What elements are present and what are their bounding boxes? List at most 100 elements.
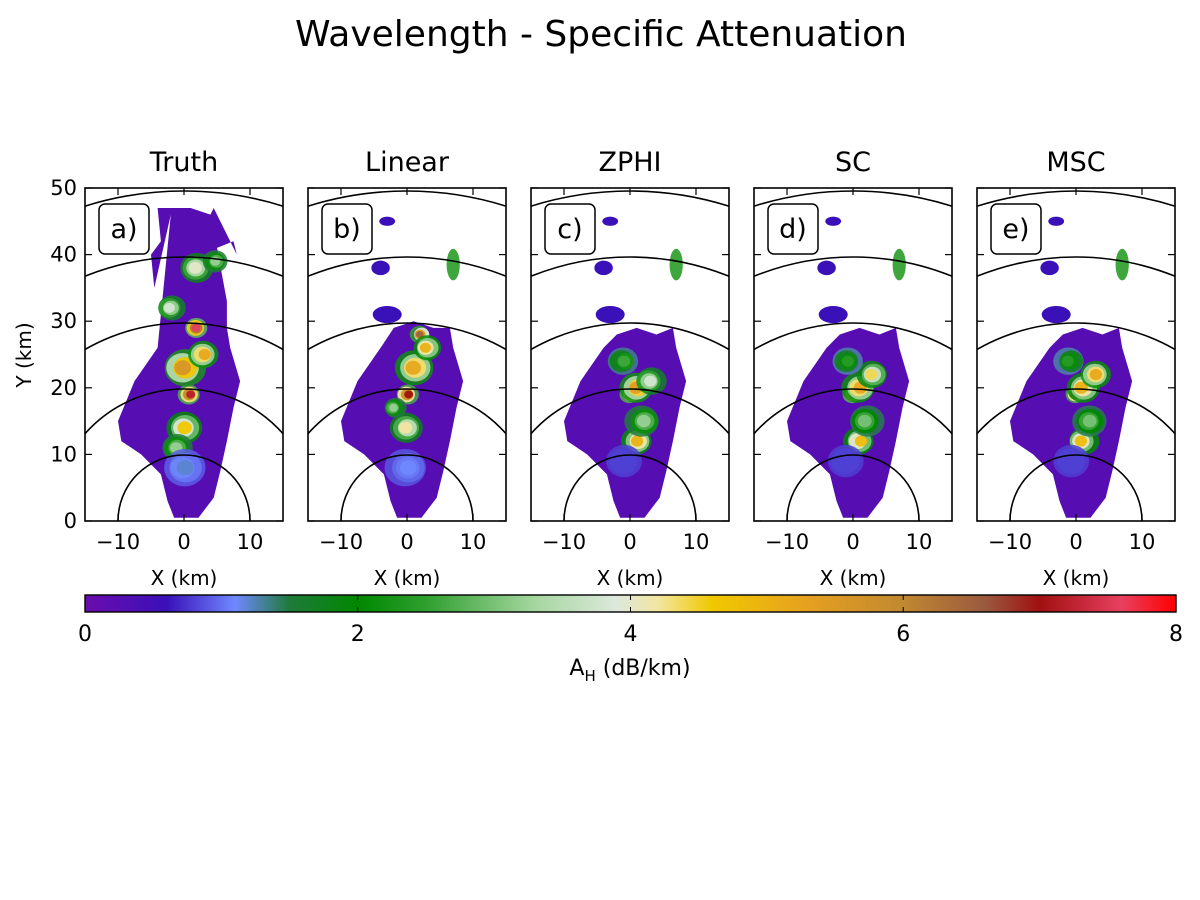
- outlying-echo-b-2: [446, 248, 460, 281]
- outlying-echo-b-1: [371, 260, 390, 276]
- panel-tag-b: b): [333, 214, 361, 245]
- outlying-echo-c-1: [594, 260, 613, 276]
- colorbar-tick-label-4: 8: [1169, 622, 1183, 647]
- range-ring-d-40: [754, 256, 952, 278]
- intensity-core-c-3-3: [644, 375, 657, 387]
- intensity-core-e-1-3: [1074, 381, 1088, 394]
- panel-a: −10 0 10 0 10 20 30 40 50 Truth a) X (km): [50, 147, 284, 590]
- panel-title-d: SC: [835, 147, 871, 178]
- intensity-core-c-5-3: [617, 355, 631, 367]
- intensity-core-a-1-3: [186, 390, 196, 399]
- intensity-core-d-2-3: [854, 435, 868, 447]
- x-axis-label-d: X (km): [820, 566, 887, 590]
- outlying-echo-b-3: [372, 305, 402, 324]
- intensity-core-e-3-3: [1089, 369, 1102, 380]
- panel-tag-a: a): [110, 214, 137, 245]
- panel-tag-e: e): [1002, 214, 1029, 245]
- panel-tag-box-e: [990, 203, 1042, 255]
- panel-tag-c: c): [557, 214, 582, 245]
- x-tick-label-c-0: −10: [542, 530, 586, 554]
- intensity-core-d-4-3: [857, 414, 872, 428]
- x-tick-label-c-2: 10: [683, 530, 710, 554]
- range-ring-b-20: [308, 388, 506, 435]
- colorbar-label: AH (dB/km): [569, 656, 690, 685]
- x-tick-label-e-1: 0: [1069, 530, 1082, 554]
- intensity-core-d-6-3: [838, 454, 853, 468]
- outlying-echo-b-0: [379, 216, 396, 226]
- colorbar: 0 2 4 6 8 AH (dB/km): [78, 594, 1183, 685]
- panel-tag-box-b: [321, 203, 373, 255]
- outlying-echo-d-0: [825, 216, 842, 226]
- panel-title-b: Linear: [365, 147, 450, 178]
- range-ring-c-10: [563, 454, 697, 521]
- range-ring-b-30: [308, 322, 506, 351]
- intensity-core-a-8-3: [163, 302, 175, 313]
- colorbar-label-sub: H: [584, 667, 595, 685]
- intensity-core-a-6-3: [188, 261, 202, 274]
- panel-title-c: ZPHI: [598, 147, 661, 178]
- y-tick-label-1: 10: [50, 442, 77, 466]
- panel-field-e: [977, 190, 1175, 521]
- intensity-core-e-2-3: [1074, 435, 1087, 447]
- colorbar-label-unit: (dB/km): [596, 656, 691, 681]
- chart-title: Wavelength - Specific Attenuation: [295, 14, 907, 55]
- outlying-echo-c-2: [669, 248, 683, 281]
- x-tick-label-c-1: 0: [623, 530, 636, 554]
- panel-c: −10 0 10 ZPHI c) X (km): [530, 147, 730, 590]
- x-tick-label-b-2: 10: [460, 530, 487, 554]
- panel-tag-d: d): [779, 214, 807, 245]
- range-ring-e-20: [977, 388, 1175, 435]
- range-ring-b-40: [308, 256, 506, 278]
- intensity-core-d-3-3: [865, 369, 878, 380]
- colorbar-tick-label-3: 6: [896, 622, 910, 647]
- x-tick-label-b-0: −10: [319, 530, 363, 554]
- panel-tag-box-a: [98, 203, 150, 255]
- outlying-echo-d-2: [892, 248, 906, 281]
- outlying-echo-c-0: [602, 216, 619, 226]
- x-tick-label-a-2: 10: [237, 530, 264, 554]
- panel-d: −10 0 10 SC d) X (km): [753, 147, 953, 590]
- intensity-core-e-6-3: [1060, 454, 1076, 468]
- y-tick-label-3: 30: [50, 309, 77, 333]
- x-axis-label-c: X (km): [597, 566, 664, 590]
- range-ring-c-20: [531, 388, 729, 435]
- x-axis-label-e: X (km): [1043, 566, 1110, 590]
- y-axis-label: Y (km): [12, 322, 36, 388]
- range-ring-e-40: [977, 256, 1175, 278]
- panels: −10 0 10 0 10 20 30 40 50 Truth a) X (km) −10 0 10 Line…: [50, 147, 1176, 590]
- x-axis-label-b: X (km): [374, 566, 441, 590]
- y-tick-label-0: 0: [64, 509, 77, 533]
- panel-field-a: [85, 190, 283, 521]
- outlying-echo-c-3: [595, 305, 625, 324]
- x-tick-label-d-1: 0: [846, 530, 859, 554]
- x-axis-label-a: X (km): [151, 566, 218, 590]
- colorbar-tick-label-0: 0: [78, 622, 92, 647]
- range-ring-c-40: [531, 256, 729, 278]
- range-ring-d-20: [754, 388, 952, 435]
- range-ring-d-30: [754, 322, 952, 351]
- panel-tag-box-d: [767, 203, 819, 255]
- intensity-core-a-3-3: [198, 349, 211, 360]
- x-tick-label-e-0: −10: [988, 530, 1032, 554]
- intensity-core-b-4-3: [398, 421, 413, 434]
- intensity-core-a-9-3: [176, 460, 194, 476]
- range-ring-a-40: [85, 256, 283, 278]
- panel-tag-box-c: [544, 203, 596, 255]
- intensity-core-b-0-3: [415, 331, 424, 338]
- intensity-core-e-5-3: [1061, 355, 1074, 367]
- x-tick-label-d-0: −10: [765, 530, 809, 554]
- x-tick-label-d-2: 10: [906, 530, 933, 554]
- outlying-echo-e-2: [1115, 248, 1129, 281]
- outlying-echo-e-3: [1041, 305, 1071, 324]
- x-tick-label-a-0: −10: [96, 530, 140, 554]
- intensity-core-d-5-3: [841, 355, 855, 367]
- colorbar-tick-label-1: 2: [351, 622, 365, 647]
- range-ring-a-20: [85, 388, 283, 435]
- intensity-core-a-0-3: [191, 323, 201, 332]
- intensity-core-a-4-3: [177, 421, 192, 435]
- intensity-core-c-2-3: [631, 435, 644, 447]
- y-tick-label-2: 20: [50, 376, 77, 400]
- intensity-core-c-4-3: [636, 414, 651, 428]
- y-tick-label-5: 50: [50, 176, 77, 200]
- intensity-core-c-6-3: [616, 454, 631, 468]
